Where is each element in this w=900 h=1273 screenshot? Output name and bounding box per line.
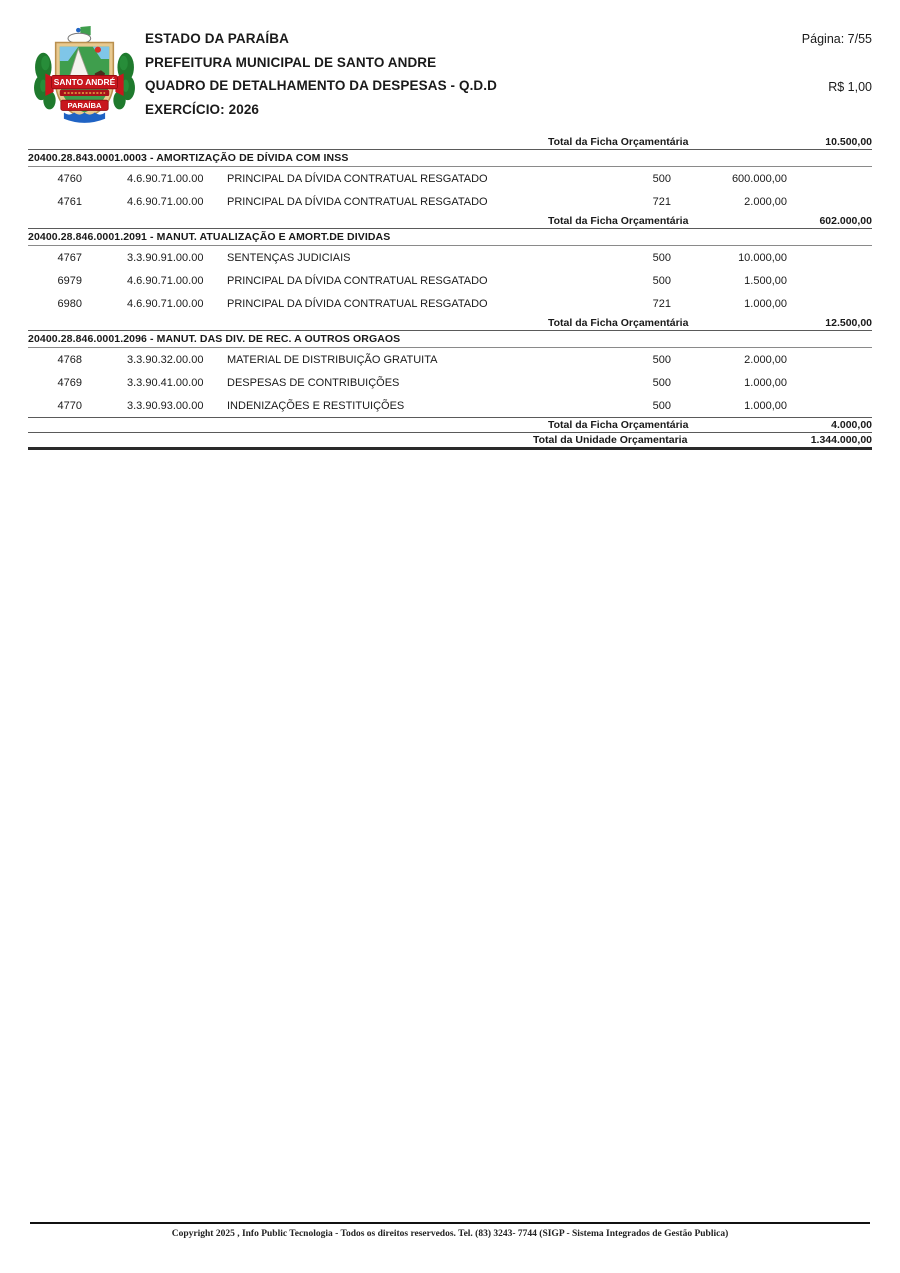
report-header: SANTO ANDRÉ PARAÍBA ESTADO DA PARAÍBA PR… xyxy=(0,0,900,134)
section-rows: 4767 3.3.90.91.00.00 SENTENÇAS JUDICIAIS… xyxy=(28,246,872,315)
expense-description: INDENIZAÇÕES E RESTITUIÇÕES xyxy=(227,399,405,412)
expense-description: MATERIAL DE DISTRIBUIÇÃO GRATUITA xyxy=(227,353,438,366)
expense-element-code: 4.6.90.71.00.00 xyxy=(127,274,204,287)
program-section: 20400.28.846.0001.2096 - MANUT. DAS DIV.… xyxy=(28,331,872,433)
sections-container: 20400.28.843.0001.0003 - AMORTIZAÇÃO DE … xyxy=(28,150,872,433)
ficha-number: 4761 xyxy=(57,195,82,208)
org-name-state: ESTADO DA PARAÍBA xyxy=(145,31,289,46)
section-total-value: 602.000,00 xyxy=(819,214,872,227)
section-total-label: Total da Ficha Orçamentária xyxy=(548,419,689,431)
ficha-number: 4770 xyxy=(57,399,82,412)
section-title: 20400.28.843.0001.0003 - AMORTIZAÇÃO DE … xyxy=(28,150,872,167)
expense-value: 600.000,00 xyxy=(731,172,787,185)
report-title: QUADRO DE DETALHAMENTO DA DESPESAS - Q.D… xyxy=(145,78,497,93)
section-total-row: Total da Ficha Orçamentária 4.000,00 xyxy=(28,417,872,433)
expense-row: 4770 3.3.90.93.00.00 INDENIZAÇÕES E REST… xyxy=(28,394,872,417)
carryover-total-label: Total da Ficha Orçamentária xyxy=(548,135,689,148)
program-section: 20400.28.846.0001.2091 - MANUT. ATUALIZA… xyxy=(28,229,872,331)
expense-value: 10.000,00 xyxy=(738,251,787,264)
expense-row: 6979 4.6.90.71.00.00 PRINCIPAL DA DÍVIDA… xyxy=(28,269,872,292)
unit-total-label: Total da Unidade Orçamentaria xyxy=(533,434,688,446)
expense-row: 4768 3.3.90.32.00.00 MATERIAL DE DISTRIB… xyxy=(28,348,872,371)
expense-description: DESPESAS DE CONTRIBUIÇÕES xyxy=(227,376,400,389)
section-title: 20400.28.846.0001.2091 - MANUT. ATUALIZA… xyxy=(28,229,872,246)
section-title: 20400.28.846.0001.2096 - MANUT. DAS DIV.… xyxy=(28,331,872,348)
expense-description: PRINCIPAL DA DÍVIDA CONTRATUAL RESGATADO xyxy=(227,195,488,208)
expense-row: 4760 4.6.90.71.00.00 PRINCIPAL DA DÍVIDA… xyxy=(28,167,872,190)
page-number: Página: 7/55 xyxy=(801,32,872,46)
report-footer: Copyright 2025 , Info Public Tecnologia … xyxy=(30,1222,870,1239)
funding-source-code: 500 xyxy=(652,251,671,264)
unit-total-row: Total da Unidade Orçamentaria 1.344.000,… xyxy=(28,433,872,450)
expense-description: PRINCIPAL DA DÍVIDA CONTRATUAL RESGATADO xyxy=(227,172,488,185)
section-total-value: 12.500,00 xyxy=(825,316,872,329)
logo-city-name: SANTO ANDRÉ xyxy=(54,77,116,87)
header-titles: ESTADO DA PARAÍBA PREFEITURA MUNICIPAL D… xyxy=(0,0,900,121)
expense-element-code: 3.3.90.32.00.00 xyxy=(127,353,204,366)
ficha-number: 4769 xyxy=(57,376,82,389)
expense-element-code: 4.6.90.71.00.00 xyxy=(127,172,204,185)
expense-element-code: 3.3.90.93.00.00 xyxy=(127,399,204,412)
copyright-text: Copyright 2025 , Info Public Tecnologia … xyxy=(171,1229,729,1239)
expense-row: 6980 4.6.90.71.00.00 PRINCIPAL DA DÍVIDA… xyxy=(28,292,872,315)
org-name-city: PREFEITURA MUNICIPAL DE SANTO ANDRE xyxy=(145,54,437,70)
funding-source-code: 721 xyxy=(652,195,671,208)
expense-value: 2.000,00 xyxy=(744,195,787,208)
qdd-table: Total da Ficha Orçamentária 10.500,00 20… xyxy=(28,134,872,450)
funding-source-code: 500 xyxy=(652,353,671,366)
expense-row: 4761 4.6.90.71.00.00 PRINCIPAL DA DÍVIDA… xyxy=(28,190,872,213)
ficha-number: 6980 xyxy=(57,297,82,310)
carryover-total-value: 10.500,00 xyxy=(825,135,872,148)
expense-description: SENTENÇAS JUDICIAIS xyxy=(227,251,351,264)
expense-row: 4767 3.3.90.91.00.00 SENTENÇAS JUDICIAIS… xyxy=(28,246,872,269)
funding-source-code: 500 xyxy=(652,274,671,287)
logo-state-name: PARAÍBA xyxy=(67,101,102,110)
section-total-row: Total da Ficha Orçamentária 602.000,00 xyxy=(28,213,872,229)
unit-total-value: 1.344.000,00 xyxy=(810,434,872,446)
expense-element-code: 3.3.90.41.00.00 xyxy=(127,376,204,389)
expense-description: PRINCIPAL DA DÍVIDA CONTRATUAL RESGATADO xyxy=(227,297,488,310)
expense-row: 4769 3.3.90.41.00.00 DESPESAS DE CONTRIB… xyxy=(28,371,872,394)
expense-element-code: 4.6.90.71.00.00 xyxy=(127,195,204,208)
currency-scale: R$ 1,00 xyxy=(828,80,872,94)
funding-source-code: 500 xyxy=(652,376,671,389)
section-total-value: 4.000,00 xyxy=(831,419,872,431)
funding-source-code: 500 xyxy=(652,399,671,412)
expense-value: 2.000,00 xyxy=(744,353,787,366)
section-total-row: Total da Ficha Orçamentária 12.500,00 xyxy=(28,315,872,331)
ficha-number: 4760 xyxy=(57,172,82,185)
section-total-label: Total da Ficha Orçamentária xyxy=(548,316,689,329)
ficha-number: 4768 xyxy=(57,353,82,366)
exercise-year: EXERCÍCIO: 2026 xyxy=(145,101,260,117)
funding-source-code: 500 xyxy=(652,172,671,185)
program-section: 20400.28.843.0001.0003 - AMORTIZAÇÃO DE … xyxy=(28,150,872,229)
expense-value: 1.000,00 xyxy=(744,376,787,389)
expense-element-code: 3.3.90.91.00.00 xyxy=(127,251,204,264)
section-rows: 4768 3.3.90.32.00.00 MATERIAL DE DISTRIB… xyxy=(28,348,872,417)
expense-value: 1.500,00 xyxy=(744,274,787,287)
funding-source-code: 721 xyxy=(652,297,671,310)
carryover-total-row: Total da Ficha Orçamentária 10.500,00 xyxy=(28,134,872,150)
ficha-number: 6979 xyxy=(57,274,82,287)
section-rows: 4760 4.6.90.71.00.00 PRINCIPAL DA DÍVIDA… xyxy=(28,167,872,213)
municipal-coat-of-arms-icon: SANTO ANDRÉ PARAÍBA xyxy=(34,26,135,123)
expense-description: PRINCIPAL DA DÍVIDA CONTRATUAL RESGATADO xyxy=(227,274,488,287)
expense-value: 1.000,00 xyxy=(744,297,787,310)
section-total-label: Total da Ficha Orçamentária xyxy=(548,214,689,227)
ficha-number: 4767 xyxy=(57,251,82,264)
expense-element-code: 4.6.90.71.00.00 xyxy=(127,297,204,310)
expense-value: 1.000,00 xyxy=(744,399,787,412)
